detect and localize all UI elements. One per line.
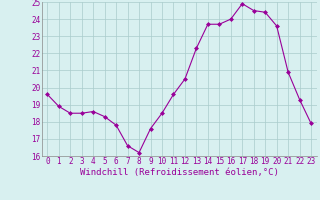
X-axis label: Windchill (Refroidissement éolien,°C): Windchill (Refroidissement éolien,°C) <box>80 168 279 177</box>
